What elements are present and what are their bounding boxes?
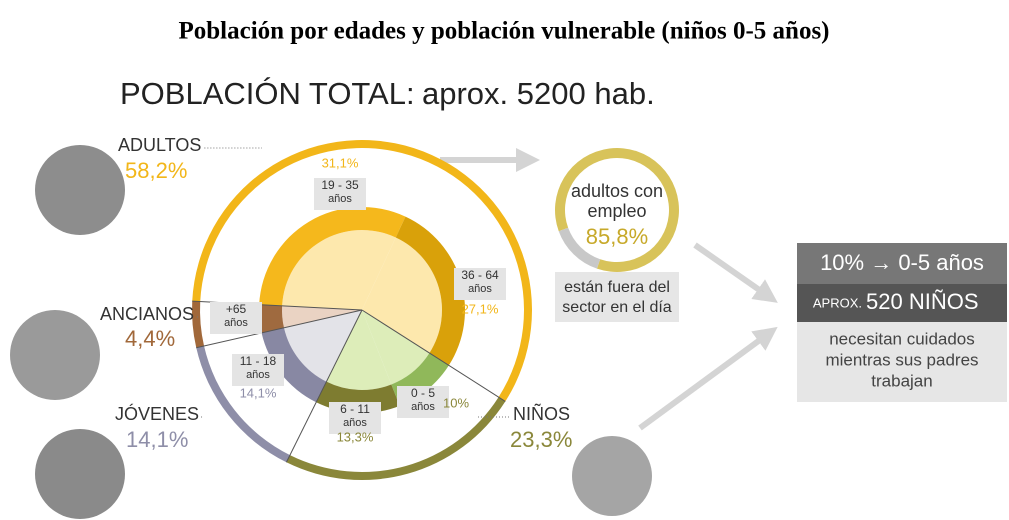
box-note: trabajan [871,371,932,390]
group-value: 4,4% [125,326,175,351]
segment-label: 11 - 18 [240,354,277,368]
label-bg [454,268,506,300]
employment-note: sector en el día [562,299,672,316]
label-bg [329,402,381,434]
segment-label: +65 [226,302,247,316]
box-note: necesitan cuidados [829,329,975,348]
group-arc [286,397,506,480]
label-bg [232,354,284,386]
box-note: mientras sus padres [825,350,978,369]
center-sector [282,229,396,310]
photo [10,310,100,400]
box-top [797,243,1007,284]
box-bottom [797,322,1007,402]
employment-label: adultos con [571,181,663,201]
photo [35,429,125,519]
label-bg [397,386,449,418]
center-sector [282,305,362,328]
group-arc [192,301,205,348]
subtitle-value: aprox. 5200 hab. [422,76,655,111]
segment-arc [259,206,406,306]
group-name: NIÑOS [513,403,570,424]
center-sector [326,310,392,391]
photo [35,145,125,235]
segment-label: años [411,401,435,413]
center-sector [284,310,362,382]
employment-rest [558,227,601,269]
segment-label: 0 - 5 [411,386,435,400]
segment-value: 10% [443,395,469,410]
box-mid [797,284,1007,322]
segment-label: años [328,193,352,205]
group-value: 23,3% [510,427,572,452]
group-arc [196,346,290,463]
box-count: 520 NIÑOS [866,289,979,314]
segment-value: 27,1% [462,301,499,316]
segment-value: 13,3% [337,429,374,444]
box-line1: 10% → 0-5 años [820,250,984,275]
segment-arc [395,216,465,366]
subtitle-label: POBLACIÓN TOTAL: [120,76,415,111]
segment-label: años [468,283,492,295]
box-prefix: APROX. [813,295,862,310]
arrow [693,242,778,303]
segment-label: años [246,369,270,381]
group-value: 14,1% [126,427,188,452]
arrow [638,326,778,431]
label-bg [314,178,366,210]
segment-value: 31,1% [322,155,359,170]
group-value: 58,2% [125,158,187,183]
center-sector [362,237,442,354]
segment-label: 36 - 64 [461,268,499,282]
segment-value: 14,1% [240,385,277,400]
segment-arc [261,327,327,403]
segment-label: 6 - 11 [340,402,370,416]
divider [196,309,363,349]
segment-label: años [343,417,367,429]
label-bg [210,302,262,334]
note-bg [555,272,679,322]
employment-value: 85,8% [586,224,648,249]
employment-note: están fuera del [564,279,670,296]
employment-label: empleo [587,201,646,221]
divider [285,309,363,463]
segment-label: 19 - 35 [321,178,359,192]
title: Población por edades y población vulnera… [178,18,829,45]
segment-label: años [224,317,248,329]
divider [361,309,506,402]
center-sector [362,310,430,385]
photo [572,436,652,516]
group-name: ADULTOS [118,135,201,155]
segment-arc [259,304,285,333]
group-name: ANCIANOS [100,304,194,324]
group-name: JÓVENES [115,403,199,424]
